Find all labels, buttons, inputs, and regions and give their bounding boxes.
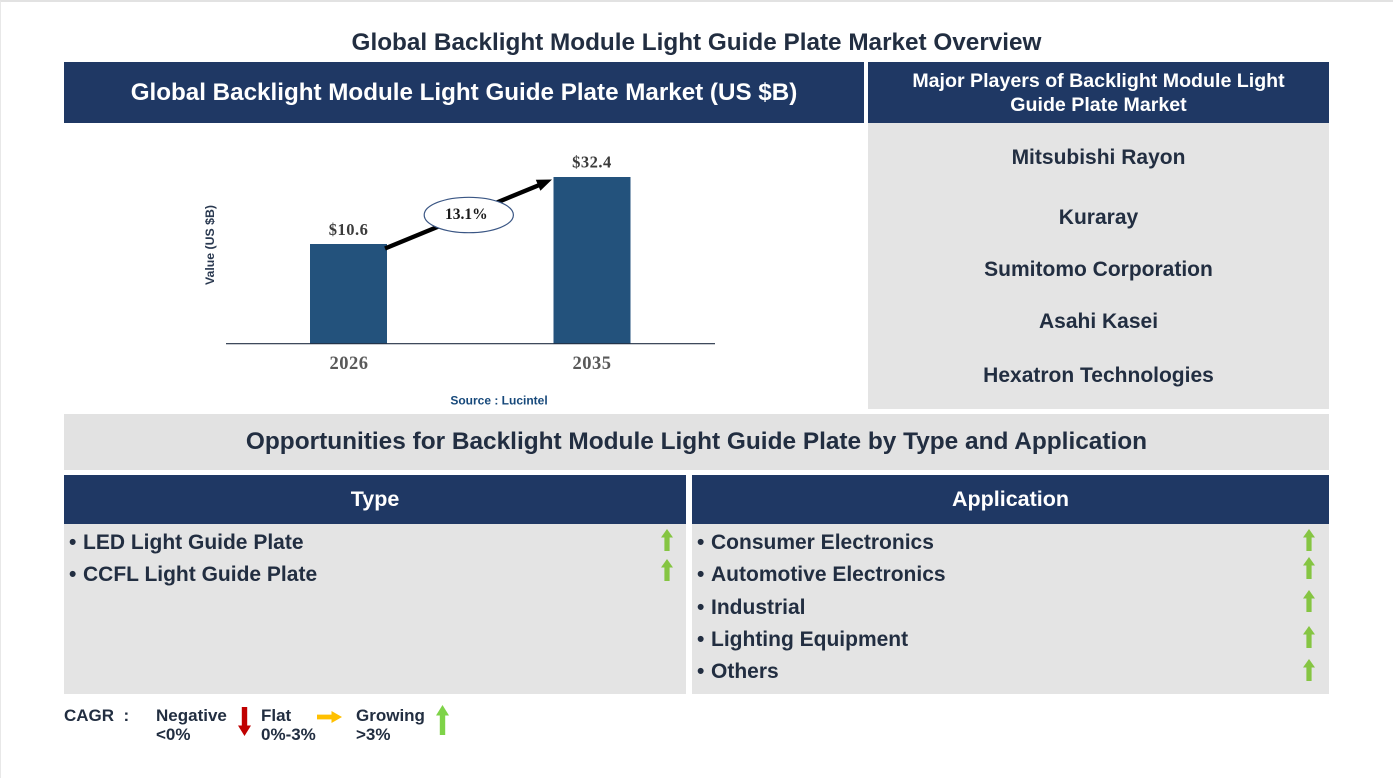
svg-text:$10.6: $10.6 — [329, 220, 369, 239]
svg-text:2035: 2035 — [573, 354, 612, 374]
svg-text:13.1%: 13.1% — [445, 206, 488, 223]
svg-text:Source : Lucintel: Source : Lucintel — [450, 393, 547, 407]
svg-text:Value (US $B): Value (US $B) — [203, 205, 217, 285]
svg-text:$32.4: $32.4 — [572, 153, 612, 172]
svg-text:2026: 2026 — [330, 354, 369, 374]
